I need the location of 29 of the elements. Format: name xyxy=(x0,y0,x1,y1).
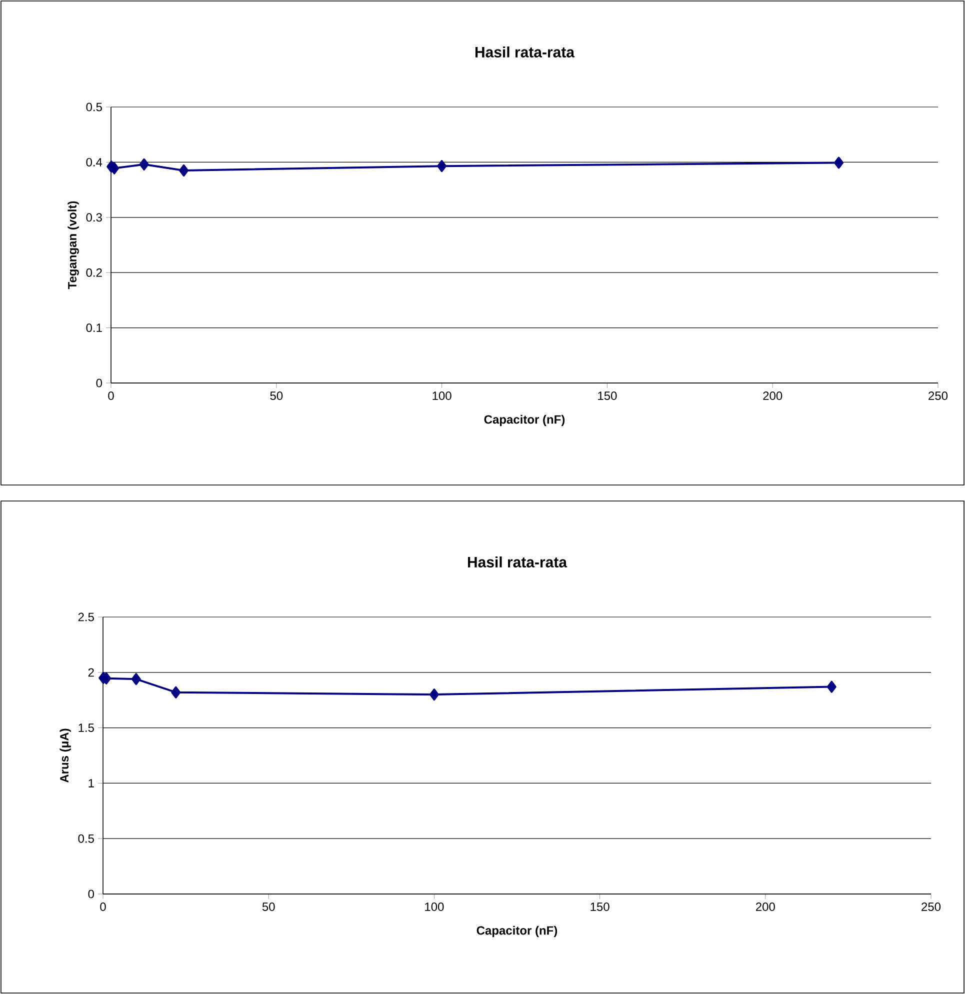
y-tick-label: 1.5 xyxy=(78,724,94,732)
chart-title: Hasil rata-rata xyxy=(468,556,568,568)
y-tick-label: 0.2 xyxy=(86,268,102,277)
y-tick-label: 0.5 xyxy=(78,834,94,843)
x-axis-title: Capacitor (nF) xyxy=(484,414,565,426)
x-tick-label: 200 xyxy=(756,902,775,912)
x-tick-label: 200 xyxy=(763,392,782,400)
y-tick-label: 0.1 xyxy=(86,324,102,332)
x-tick-label: 0 xyxy=(108,392,114,400)
x-tick-label: 100 xyxy=(432,392,452,400)
x-tick-label: 150 xyxy=(598,392,617,400)
y-axis-title: Arus (μA) xyxy=(60,728,71,783)
chart-title: Hasil rata-rata xyxy=(475,46,575,58)
x-tick-label: 50 xyxy=(270,392,283,400)
y-tick-label: 0 xyxy=(96,378,102,388)
y-axis-title: Tegangan (volt) xyxy=(68,201,79,290)
y-tick-label: 0 xyxy=(88,890,94,898)
x-tick-label: 250 xyxy=(928,392,948,400)
x-axis-title: Capacitor (nF) xyxy=(476,926,558,938)
x-tick-label: 250 xyxy=(922,902,941,912)
y-tick-label: 0.3 xyxy=(86,213,102,222)
x-tick-label: 50 xyxy=(262,902,275,912)
y-tick-label: 0.4 xyxy=(86,158,102,166)
y-tick-label: 1 xyxy=(88,779,94,788)
y-tick-label: 2.5 xyxy=(78,612,94,622)
x-tick-label: 150 xyxy=(590,902,610,912)
y-tick-label: 0.5 xyxy=(86,102,102,112)
x-tick-label: 100 xyxy=(425,902,444,912)
y-tick-label: 2 xyxy=(88,668,94,677)
